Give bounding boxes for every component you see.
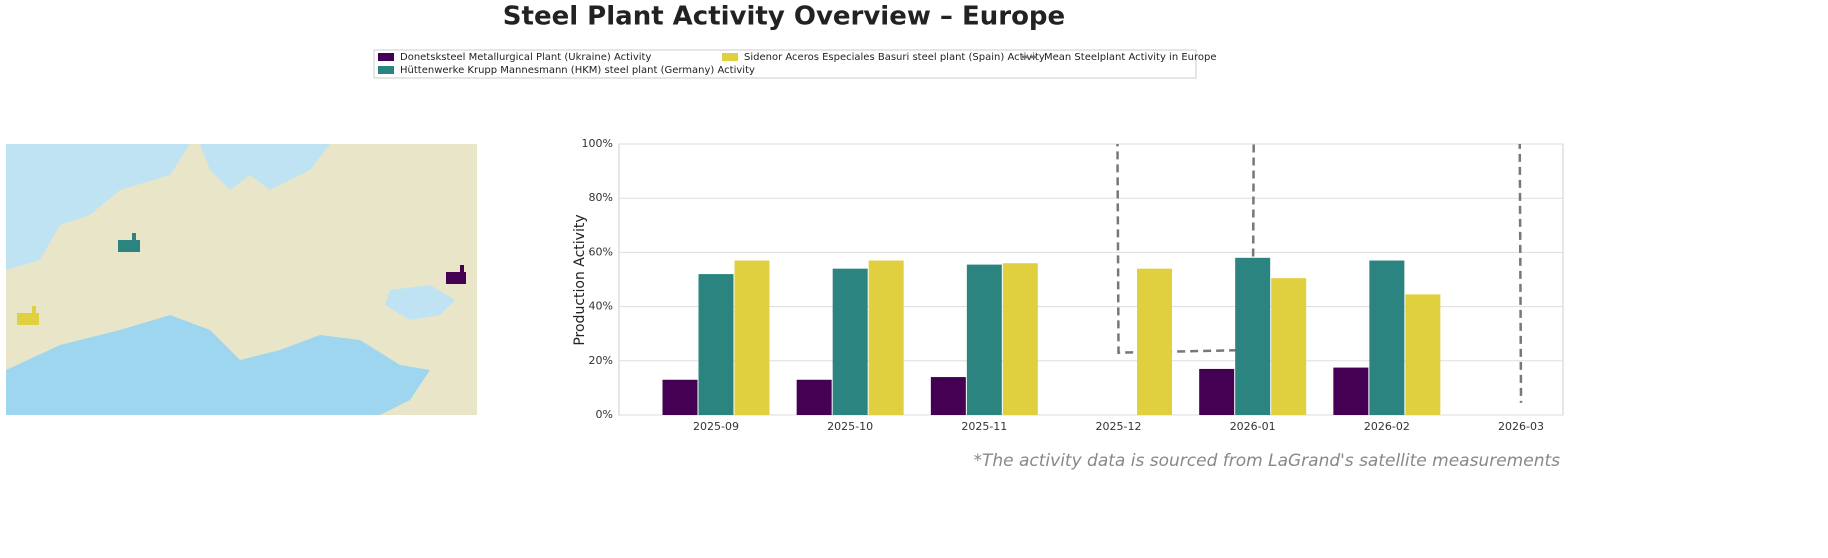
map-sea [200,144,330,190]
map [6,144,477,415]
bar [832,268,868,415]
bar [868,260,904,415]
bar [662,379,698,415]
chart-title: Steel Plant Activity Overview – Europe [503,2,1065,32]
footnote: *The activity data is sourced from LaGra… [973,451,1560,471]
y-tick-label: 60% [589,245,613,258]
legend-label: Donetsksteel Metallurgical Plant (Ukrain… [400,52,651,63]
y-tick-label: 0% [596,408,613,421]
x-tick-label: 2025-09 [693,420,739,433]
bar [1002,263,1038,415]
legend-box [373,49,1197,79]
bar [930,377,966,415]
bar [966,264,1002,415]
legend-swatch [378,66,394,74]
map-sea [6,144,190,270]
bar [1369,260,1405,415]
x-tick-label: 2025-12 [1096,420,1142,433]
map-sea [385,285,455,320]
plant-icon [17,306,39,325]
bar [1235,257,1271,415]
bar [796,379,832,415]
x-tick-label: 2026-02 [1364,420,1410,433]
legend-swatch [722,53,738,61]
legend-label: Mean Steelplant Activity in Europe [1044,52,1217,63]
bar [734,260,770,415]
x-tick-label: 2026-01 [1230,420,1276,433]
x-tick-label: 2026-03 [1498,420,1544,433]
legend-swatch [378,53,394,61]
legend-label: Hüttenwerke Krupp Mannesmann (HKM) steel… [400,65,755,76]
y-tick-label: 80% [589,191,613,204]
x-tick-label: 2025-10 [827,420,873,433]
plot-area [1116,144,1523,403]
x-tick-label: 2025-11 [961,420,1007,433]
y-tick-label: 100% [582,137,613,150]
bar [1137,268,1173,415]
bar [698,274,734,415]
bar [1405,294,1441,415]
bar [1199,368,1235,415]
bar [1333,367,1369,415]
map-sea [6,315,430,415]
legend-label: Sidenor Aceros Especiales Basuri steel p… [744,52,1045,63]
y-tick-label: 20% [589,354,613,367]
bar [1271,278,1307,415]
plant-icon [446,265,466,284]
plant-icon [118,233,140,252]
mean-line [1116,144,1523,403]
y-axis-label: Production Activity [572,214,588,345]
y-tick-label: 40% [589,300,613,313]
